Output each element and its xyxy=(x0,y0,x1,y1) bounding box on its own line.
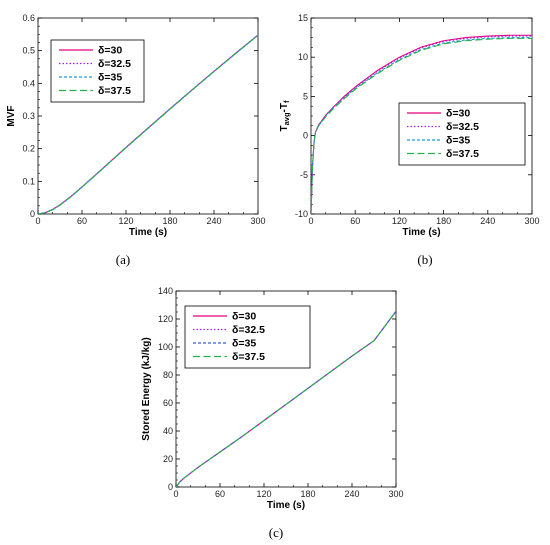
y-axis-label: Tavg-Tf xyxy=(279,100,291,132)
legend-label-0: δ=30 xyxy=(98,45,122,57)
y-tick-label: 40 xyxy=(163,426,173,436)
x-tick-label: 300 xyxy=(388,489,403,499)
legend-label-0: δ=30 xyxy=(232,311,256,323)
y-tick-label: 140 xyxy=(158,286,173,296)
x-tick-label: 180 xyxy=(300,489,315,499)
y-tick-label: 0.1 xyxy=(22,176,35,186)
y-tick-label: 0.5 xyxy=(22,46,35,56)
y-tick-label: 0 xyxy=(303,131,308,141)
x-tick-label: 240 xyxy=(206,216,221,226)
x-tick-label: 0 xyxy=(308,216,313,226)
legend-label-3: δ=37.5 xyxy=(232,351,265,363)
y-tick-label: 0.3 xyxy=(22,111,35,121)
y-axis-label: Stored Energy (kJ/kg) xyxy=(141,337,152,440)
x-tick-label: 0 xyxy=(35,216,40,226)
x-axis-label: Time (s) xyxy=(129,227,167,238)
y-axis-label: MVF xyxy=(6,105,17,126)
x-tick-label: 60 xyxy=(350,216,360,226)
y-tick-label: 20 xyxy=(163,454,173,464)
y-tick-label: 120 xyxy=(158,314,173,324)
x-tick-label: 60 xyxy=(77,216,87,226)
y-tick-label: 10 xyxy=(298,52,308,62)
y-tick-label: 80 xyxy=(163,370,173,380)
x-tick-label: 300 xyxy=(524,216,539,226)
legend-label-2: δ=35 xyxy=(446,135,470,147)
y-tick-label: 5 xyxy=(303,91,308,101)
x-tick-label: 120 xyxy=(256,489,271,499)
legend-label-1: δ=32.5 xyxy=(98,58,131,70)
caption-c: (c) xyxy=(269,525,283,540)
series-line-3 xyxy=(38,34,258,214)
x-tick-label: 300 xyxy=(250,216,265,226)
y-tick-label: 0 xyxy=(30,209,35,219)
caption-b: (b) xyxy=(417,252,432,267)
y-tick-label: -5 xyxy=(300,170,308,180)
legend-label-0: δ=30 xyxy=(446,108,470,120)
caption-a: (a) xyxy=(116,252,130,267)
series-line-3 xyxy=(311,37,532,214)
legend-label-2: δ=35 xyxy=(98,72,122,84)
legend-label-3: δ=37.5 xyxy=(98,85,131,97)
y-tick-label: 100 xyxy=(158,342,173,352)
y-tick-label: 0 xyxy=(168,482,173,492)
y-tick-label: 60 xyxy=(163,398,173,408)
x-tick-label: 240 xyxy=(344,489,359,499)
legend-label-3: δ=37.5 xyxy=(446,148,479,160)
x-tick-label: 180 xyxy=(436,216,451,226)
y-tick-label: 0.4 xyxy=(22,78,35,88)
panel-b-temperature-chart: 0 60 120 180 240 300 -10 -5 0 5 10 15 Time (s) Tavg-T… xyxy=(279,13,540,238)
legend-label-2: δ=35 xyxy=(232,338,256,350)
x-tick-label: 240 xyxy=(480,216,495,226)
x-tick-label: 180 xyxy=(162,216,177,226)
series-line-3 xyxy=(176,310,396,487)
y-tick-label: 15 xyxy=(298,13,308,23)
panel-c-stored-energy-chart: 0 60 120 180 240 300 0 20 40 60 80 100 120 140 Time (s… xyxy=(141,286,404,511)
x-tick-label: 60 xyxy=(215,489,225,499)
legend-label-1: δ=32.5 xyxy=(232,324,265,336)
y-tick-label: -10 xyxy=(295,209,308,219)
x-tick-label: 120 xyxy=(118,216,133,226)
x-tick-label: 120 xyxy=(392,216,407,226)
legend-label-1: δ=32.5 xyxy=(446,121,479,133)
panel-a-mvf-chart: 0 60 120 180 240 300 0 0.1 0.2 0.3 0.4 0.5 0.6 Time (… xyxy=(6,13,266,238)
y-tick-label: 0.2 xyxy=(22,144,35,154)
y-tick-label: 0.6 xyxy=(22,13,35,23)
x-tick-label: 0 xyxy=(173,489,178,499)
x-axis-label: Time (s) xyxy=(402,227,440,238)
x-axis-label: Time (s) xyxy=(267,500,305,511)
